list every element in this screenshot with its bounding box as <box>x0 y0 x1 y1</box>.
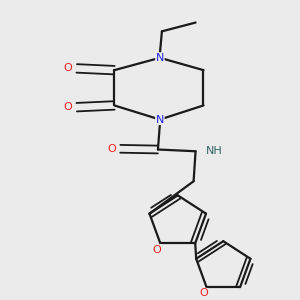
Text: N: N <box>156 53 164 63</box>
Text: O: O <box>199 289 208 298</box>
Text: O: O <box>64 102 72 112</box>
Text: NH: NH <box>206 146 222 156</box>
Text: O: O <box>64 63 72 74</box>
Text: O: O <box>107 144 116 154</box>
Text: O: O <box>153 244 161 254</box>
Text: N: N <box>156 115 164 124</box>
